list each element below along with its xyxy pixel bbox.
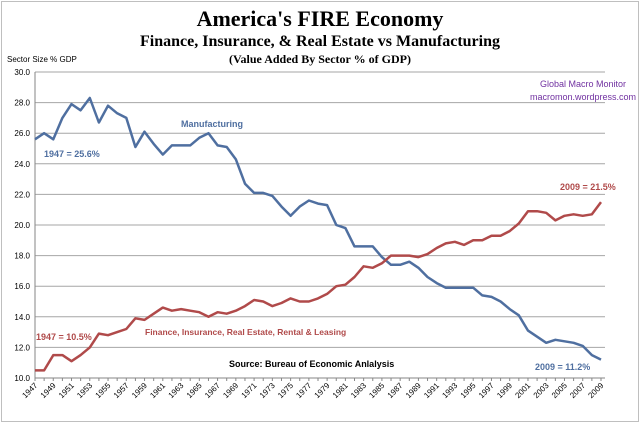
y-tick-label: 28.0 — [14, 99, 30, 108]
x-tick-label: 1961 — [148, 381, 167, 400]
x-tick-label: 2009 — [586, 381, 605, 400]
x-tick-label: 1947 — [20, 381, 39, 400]
x-tick-label: 1991 — [422, 381, 441, 400]
x-tick-label: 1953 — [75, 381, 94, 400]
y-tick-label: 14.0 — [14, 313, 30, 322]
chart-subtitle: Finance, Insurance, & Real Estate vs Man… — [140, 33, 500, 50]
x-tick-label: 1995 — [459, 381, 478, 400]
x-tick-label: 1969 — [221, 381, 240, 400]
manufacturing-label: Manufacturing — [181, 119, 243, 129]
x-tick-label: 1957 — [112, 381, 131, 400]
y-axis-label: Sector Size % GDP — [7, 55, 77, 64]
x-tick-label: 2001 — [513, 381, 532, 400]
y-tick-label: 22.0 — [14, 190, 30, 199]
x-tick-label: 1989 — [404, 381, 423, 400]
x-tick-label: 1973 — [258, 381, 277, 400]
y-tick-label: 16.0 — [14, 282, 30, 291]
manufacturing-end-label: 2009 = 11.2% — [535, 362, 590, 372]
y-tick-label: 10.0 — [14, 374, 30, 383]
source-note: Source: Bureau of Economic Anlalysis — [229, 359, 394, 369]
manufacturing-start-label: 1947 = 25.6% — [44, 149, 100, 159]
x-tick-label: 2007 — [568, 381, 587, 400]
x-tick-label: 1997 — [477, 381, 496, 400]
x-tick-label: 2005 — [550, 381, 569, 400]
x-tick-label: 1993 — [440, 381, 459, 400]
x-tick-label: 1999 — [495, 381, 514, 400]
fire-label: Finance, Insurance, Real Estate, Rental … — [145, 327, 346, 337]
fire-start-label: 1947 = 10.5% — [36, 332, 92, 342]
x-tick-label: 1949 — [39, 381, 58, 400]
x-tick-label: 1967 — [203, 381, 222, 400]
x-tick-label: 2003 — [532, 381, 551, 400]
x-tick-label: 1977 — [294, 381, 313, 400]
x-tick-label: 1979 — [313, 381, 332, 400]
y-tick-label: 26.0 — [14, 129, 30, 138]
chart-subsubtitle: (Value Added By Sector % of GDP) — [228, 52, 411, 66]
chart-title: America's FIRE Economy — [196, 6, 444, 31]
x-tick-label: 1955 — [93, 381, 112, 400]
brand-url: macromon.wordpress.com — [530, 92, 636, 102]
x-tick-label: 1981 — [331, 381, 350, 400]
y-tick-label: 30.0 — [14, 68, 30, 77]
x-tick-label: 1965 — [185, 381, 204, 400]
y-tick-label: 18.0 — [14, 252, 30, 261]
fire-end-label: 2009 = 21.5% — [560, 182, 616, 192]
x-tick-label: 1971 — [240, 381, 259, 400]
series-line-manufacturing — [34, 96, 602, 361]
y-tick-label: 12.0 — [14, 343, 30, 352]
brand-name: Global Macro Monitor — [540, 79, 626, 89]
y-tick-label: 20.0 — [14, 221, 30, 230]
x-tick-label: 1975 — [276, 381, 295, 400]
y-tick-label: 24.0 — [14, 160, 30, 169]
x-tick-label: 1959 — [130, 381, 149, 400]
x-tick-label: 1987 — [386, 381, 405, 400]
x-tick-label: 1983 — [349, 381, 368, 400]
x-tick-label: 1963 — [167, 381, 186, 400]
x-tick-label: 1985 — [367, 381, 386, 400]
x-tick-label: 1951 — [57, 381, 76, 400]
series-line-fire — [35, 201, 603, 372]
